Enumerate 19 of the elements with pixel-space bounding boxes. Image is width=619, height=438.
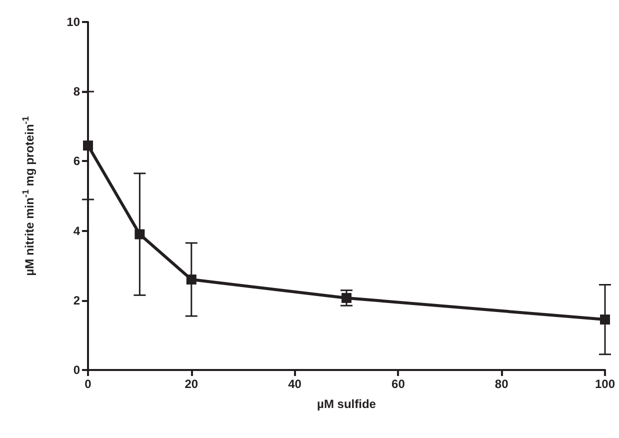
y-tick-label: 10 — [66, 15, 80, 29]
x-tick-label: 80 — [494, 377, 509, 391]
point — [342, 292, 352, 303]
point — [600, 314, 610, 325]
x-axis-title: µM sulfide — [317, 397, 376, 411]
y-axis-title: µM nitrite min-1 mg protein-1 — [20, 116, 36, 276]
x-tick-label: 0 — [84, 377, 92, 391]
y-tick-label: 6 — [73, 154, 80, 168]
x-tick-label: 40 — [288, 377, 302, 391]
y-tick-label: 4 — [73, 224, 80, 238]
point — [186, 274, 196, 285]
x-tick-label: 60 — [392, 377, 406, 391]
y-tick-label: 2 — [73, 293, 80, 308]
x-tick-label: 100 — [594, 377, 616, 391]
y-tick-label: 0 — [73, 363, 80, 377]
point — [83, 140, 93, 151]
y-tick-label: 8 — [73, 84, 80, 99]
point — [134, 229, 145, 240]
x-tick-label: 20 — [184, 377, 198, 391]
